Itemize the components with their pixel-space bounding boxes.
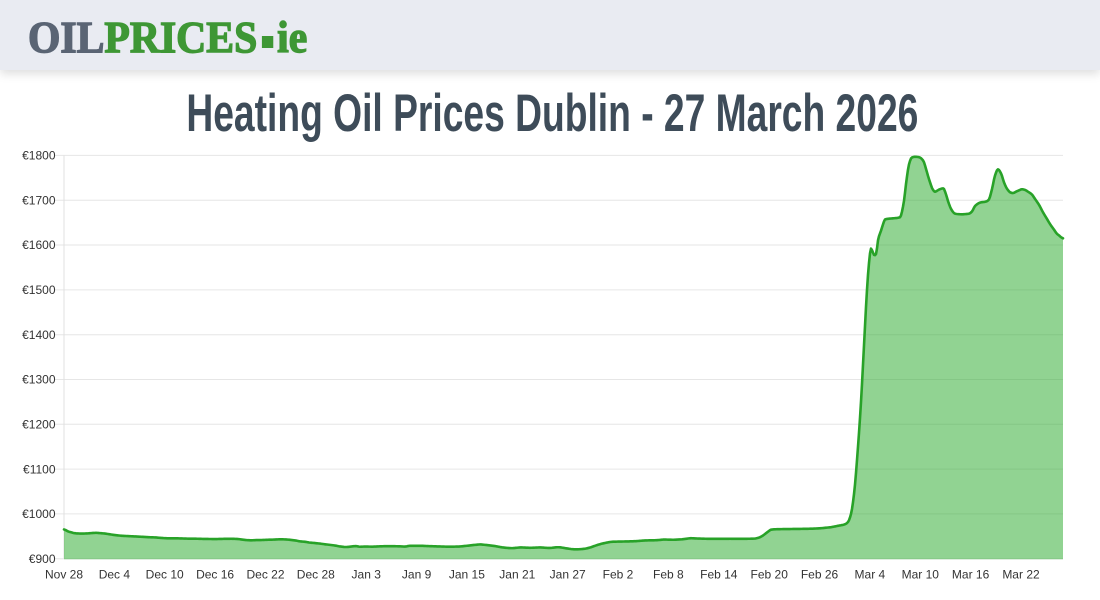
svg-text:Jan 27: Jan 27 <box>550 568 586 582</box>
svg-text:€1300: €1300 <box>22 373 56 387</box>
svg-text:€1400: €1400 <box>22 328 56 342</box>
svg-text:€1200: €1200 <box>22 418 56 432</box>
svg-text:Mar 4: Mar 4 <box>855 568 886 582</box>
svg-text:Jan 3: Jan 3 <box>352 568 382 582</box>
svg-text:Dec 28: Dec 28 <box>297 568 335 582</box>
svg-text:€1500: €1500 <box>22 283 56 297</box>
svg-text:€1700: €1700 <box>22 193 56 207</box>
svg-text:€1800: €1800 <box>22 149 56 163</box>
svg-text:Feb 20: Feb 20 <box>751 568 789 582</box>
svg-text:€1600: €1600 <box>22 238 56 252</box>
svg-text:Mar 10: Mar 10 <box>902 568 940 582</box>
svg-text:Dec 10: Dec 10 <box>146 568 184 582</box>
svg-text:Dec 4: Dec 4 <box>99 568 131 582</box>
svg-text:Nov 28: Nov 28 <box>45 568 83 582</box>
svg-text:Mar 16: Mar 16 <box>952 568 990 582</box>
svg-text:Mar 22: Mar 22 <box>1002 568 1040 582</box>
svg-text:Feb 8: Feb 8 <box>653 568 684 582</box>
svg-text:Jan 15: Jan 15 <box>449 568 485 582</box>
svg-text:€900: €900 <box>29 552 56 566</box>
svg-text:Feb 26: Feb 26 <box>801 568 839 582</box>
svg-text:€1000: €1000 <box>22 507 56 521</box>
svg-text:Jan 9: Jan 9 <box>402 568 432 582</box>
svg-text:Dec 22: Dec 22 <box>246 568 284 582</box>
svg-text:Feb 14: Feb 14 <box>700 568 738 582</box>
svg-text:Feb 2: Feb 2 <box>603 568 634 582</box>
svg-text:Jan 21: Jan 21 <box>499 568 535 582</box>
svg-text:€1100: €1100 <box>23 462 56 476</box>
svg-text:Dec 16: Dec 16 <box>196 568 234 582</box>
